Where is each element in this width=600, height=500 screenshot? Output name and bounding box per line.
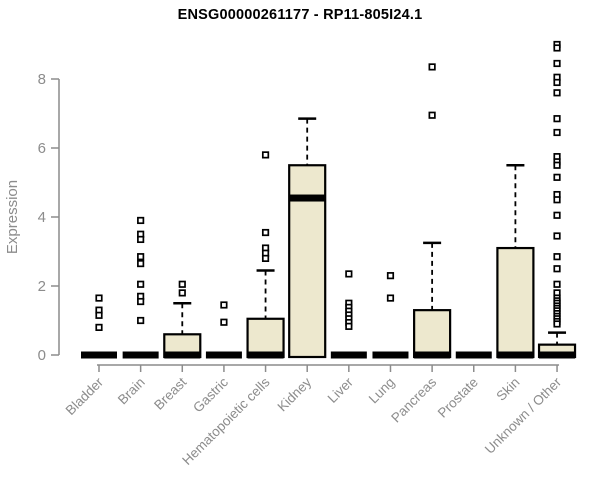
outlier-point	[553, 59, 561, 68]
outlier-point	[220, 318, 228, 326]
collapsed-box	[330, 351, 367, 359]
boxplot-kidney	[288, 117, 327, 359]
x-tick-label-liver: Liver	[325, 374, 357, 406]
outlier-point	[137, 253, 145, 261]
x-tick-label-unknown-other: Unknown / Other	[482, 374, 565, 457]
outlier-point	[261, 254, 270, 262]
collapsed-box	[81, 351, 117, 359]
outlier-point	[95, 294, 103, 302]
outlier-point	[553, 211, 561, 219]
outlier-point	[553, 115, 561, 123]
x-tick-label-pancreas: Pancreas	[388, 374, 439, 425]
y-tick-label: 4	[38, 209, 46, 226]
outlier-point	[553, 253, 561, 261]
x-tick-label-bladder: Bladder	[63, 374, 107, 418]
outlier-point	[428, 111, 436, 119]
outlier-point	[553, 173, 561, 181]
collapsed-box	[372, 351, 409, 359]
boxplot-unknown-other	[537, 40, 577, 359]
median-line	[497, 351, 534, 359]
outlier-point	[553, 280, 561, 288]
outlier-point	[345, 322, 353, 330]
boxplot-liver	[330, 270, 367, 359]
outlier-point	[261, 228, 270, 237]
outlier-point	[178, 289, 186, 297]
collapsed-box	[122, 351, 159, 359]
median-line	[539, 351, 576, 359]
outlier-point	[220, 301, 228, 309]
y-tick-label: 0	[38, 347, 46, 364]
outlier-point	[553, 320, 561, 328]
outlier-point	[553, 232, 561, 240]
collapsed-box	[205, 351, 242, 359]
boxplot-breast	[163, 280, 202, 359]
outlier-point	[553, 89, 561, 97]
x-tick-label-skin: Skin	[493, 375, 522, 404]
boxplot-hematopoietic-cells	[246, 151, 285, 359]
box-iqr	[413, 309, 452, 359]
median-line	[289, 194, 326, 202]
outlier-point	[137, 297, 145, 306]
x-tick-label-lung: Lung	[366, 375, 398, 407]
x-tick-label-breast: Breast	[151, 374, 189, 412]
x-tick-label-prostate: Prostate	[435, 375, 481, 421]
outlier-point	[95, 323, 103, 331]
outlier-point	[386, 272, 395, 280]
outlier-point	[345, 270, 353, 278]
outlier-point	[553, 44, 561, 52]
boxplot-skin	[496, 164, 535, 359]
outlier-point	[137, 316, 145, 325]
x-tick-label-brain: Brain	[115, 375, 148, 408]
boxplot-pancreas	[413, 63, 452, 359]
outlier-point	[553, 128, 561, 137]
boxplot-gastric	[205, 301, 242, 359]
outlier-point	[553, 265, 561, 273]
outlier-point	[261, 151, 270, 159]
x-tick-label-gastric: Gastric	[190, 374, 231, 415]
outlier-point	[95, 311, 103, 319]
boxplot-prostate	[455, 351, 492, 359]
box-iqr	[288, 164, 327, 359]
y-tick-label: 6	[38, 140, 46, 157]
outlier-point	[137, 235, 145, 244]
boxplot-bladder	[81, 294, 117, 359]
y-tick-label: 8	[38, 71, 46, 88]
outlier-point	[178, 280, 186, 288]
boxplot-brain	[122, 216, 159, 359]
outlier-point	[137, 259, 145, 268]
median-line	[414, 351, 451, 359]
box-iqr	[246, 317, 285, 359]
outlier-point	[553, 161, 561, 169]
outlier-point	[428, 63, 436, 71]
median-line	[247, 351, 284, 359]
y-tick-label: 2	[38, 278, 46, 295]
outlier-point	[553, 78, 561, 87]
x-tick-label-kidney: Kidney	[275, 374, 315, 414]
chart-title: ENSG00000261177 - RP11-805I24.1	[177, 7, 423, 23]
median-line	[164, 351, 201, 359]
outlier-point	[137, 280, 145, 288]
boxplot-lung	[372, 272, 409, 359]
outlier-point	[386, 294, 395, 302]
box-iqr	[496, 246, 535, 359]
outlier-point	[553, 196, 561, 204]
outlier-point	[137, 216, 145, 225]
collapsed-box	[455, 351, 492, 359]
